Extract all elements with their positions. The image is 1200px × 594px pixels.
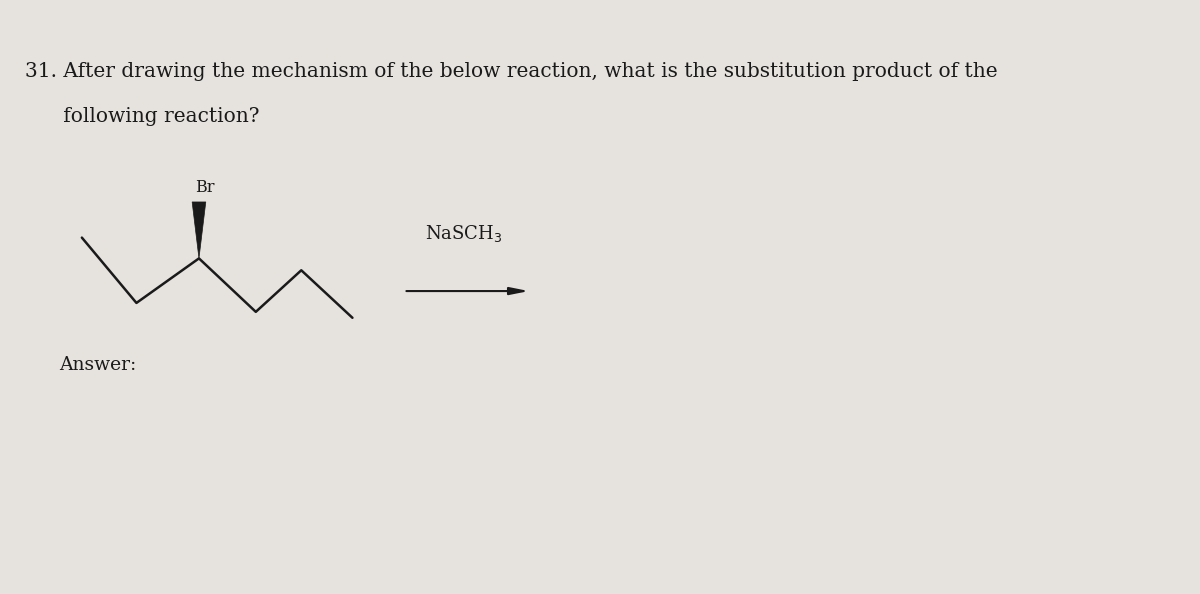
Text: Br: Br: [196, 179, 215, 196]
Text: following reaction?: following reaction?: [25, 107, 259, 126]
Polygon shape: [192, 202, 205, 258]
Text: NaSCH$_3$: NaSCH$_3$: [425, 223, 503, 244]
Text: 31. After drawing the mechanism of the below reaction, what is the substitution : 31. After drawing the mechanism of the b…: [25, 62, 997, 81]
Text: Answer:: Answer:: [59, 356, 137, 374]
